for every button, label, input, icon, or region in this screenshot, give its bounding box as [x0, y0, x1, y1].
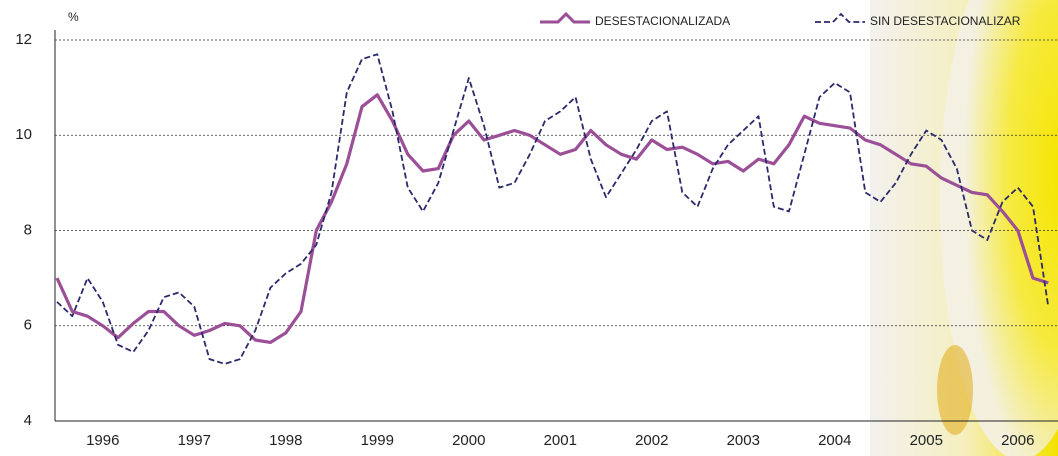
series-line — [56, 53, 1050, 365]
x-tick-label: 2003 — [727, 432, 760, 449]
background-image — [937, 345, 973, 435]
x-tick-label: 1998 — [269, 432, 302, 449]
legend-swatch — [815, 12, 865, 23]
y-tick-label: 4 — [24, 412, 32, 429]
background-image — [940, 0, 1058, 456]
y-tick-label: 8 — [24, 221, 32, 238]
x-tick-label: 1997 — [178, 432, 211, 449]
y-tick-label: 12 — [15, 31, 32, 48]
x-tick-label: 2004 — [818, 432, 851, 449]
x-tick-label: 2000 — [452, 432, 485, 449]
legend-swatch — [540, 11, 590, 24]
x-tick-label: 1999 — [361, 432, 394, 449]
x-tick-label: 2001 — [544, 432, 577, 449]
x-tick-label: 2005 — [910, 432, 943, 449]
legend: DESESTACIONALIZADA SIN DESESTACIONALIZAR — [540, 11, 1021, 28]
y-tick-label: 10 — [15, 126, 32, 143]
y-tick-label: 6 — [24, 317, 32, 334]
series-line — [55, 93, 1049, 344]
legend-label: DESESTACIONALIZADA — [595, 14, 730, 28]
legend-label: SIN DESESTACIONALIZAR — [870, 14, 1021, 28]
x-tick-label: 2002 — [635, 432, 668, 449]
y-axis-label: % — [68, 10, 79, 24]
x-tick-label: 2006 — [1001, 432, 1034, 449]
x-tick-label: 1996 — [86, 432, 119, 449]
